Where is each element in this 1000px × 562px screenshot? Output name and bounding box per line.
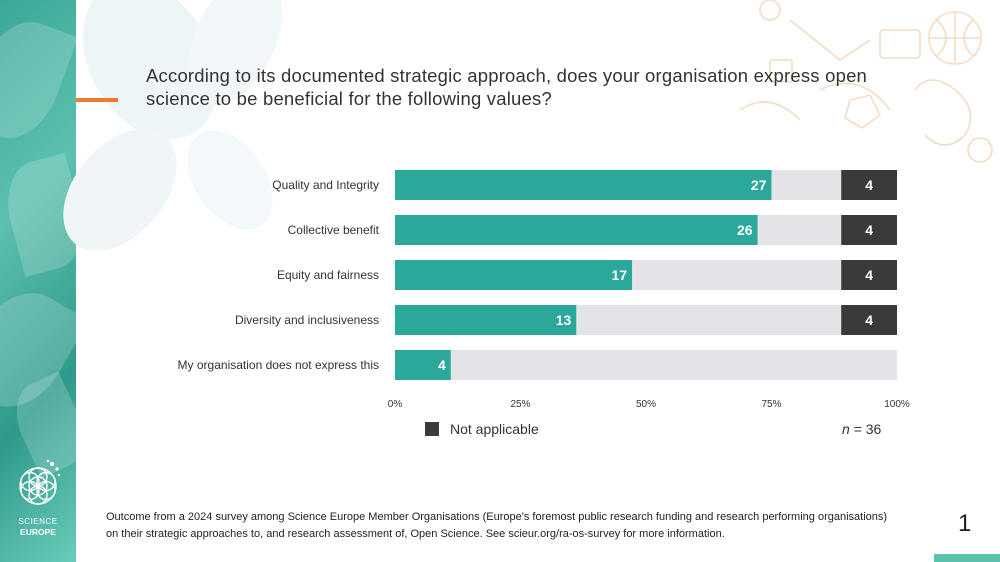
bar-na-label-0: 4	[865, 177, 873, 193]
bar-yes-1	[395, 215, 758, 245]
bar-yes-4	[395, 350, 451, 380]
footer-note: Outcome from a 2024 survey among Science…	[106, 511, 888, 540]
category-label-2: Equity and fairness	[277, 268, 379, 282]
logo-text-science: SCIENCE	[18, 517, 58, 526]
bar-na-1	[841, 215, 897, 245]
x-tick-label-1: 25%	[510, 399, 530, 410]
category-label-0: Quality and Integrity	[272, 178, 379, 192]
logo-text-europe: EUROPE	[20, 527, 56, 537]
science-europe-logo-icon	[19, 459, 61, 505]
title-accent-line	[76, 98, 118, 102]
bar-yes-label-0: 27	[751, 177, 767, 193]
bar-yes-3	[395, 305, 577, 335]
bar-yes-label-2: 17	[611, 267, 627, 283]
page-number: 1	[958, 510, 972, 537]
sample-size-label: n = 36	[842, 421, 881, 437]
bar-yes-label-3: 13	[556, 312, 572, 328]
bar-na-0	[841, 170, 897, 200]
x-tick-label-2: 50%	[636, 399, 656, 410]
category-label-4: My organisation does not express this	[178, 358, 379, 372]
background-icons-decoration	[739, 0, 993, 163]
bottom-accent-bar	[934, 554, 1000, 562]
x-tick-label-3: 75%	[761, 399, 781, 410]
bar-na-label-1: 4	[865, 222, 873, 238]
category-label-1: Collective benefit	[288, 223, 380, 237]
bar-na-2	[841, 260, 897, 290]
bar-yes-2	[395, 260, 633, 290]
stacked-bar-chart: 27 4 Quality and Integrity 26 4 Collective be…	[178, 170, 910, 410]
bar-na-3	[841, 305, 897, 335]
sample-size-value: = 36	[853, 421, 882, 437]
sample-size-symbol: n	[842, 421, 850, 437]
category-label-3: Diversity and inclusiveness	[235, 313, 379, 327]
x-tick-label-0: 0%	[388, 399, 403, 410]
bar-yes-0	[395, 170, 772, 200]
bar-remainder-4	[395, 350, 897, 380]
legend-label-not-applicable: Not applicable	[450, 421, 539, 437]
bar-na-label-3: 4	[865, 312, 873, 328]
chart-title: According to its documented strategic ap…	[146, 65, 868, 109]
chart-legend: Not applicable	[425, 421, 539, 437]
bar-na-label-2: 4	[865, 267, 873, 283]
x-tick-label-4: 100%	[884, 399, 910, 410]
bar-yes-label-4: 4	[438, 357, 446, 373]
bar-yes-label-1: 26	[737, 222, 753, 238]
legend-swatch-not-applicable	[425, 422, 439, 436]
